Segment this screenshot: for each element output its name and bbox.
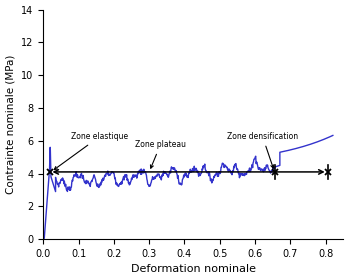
Y-axis label: Contrainte nominale (MPa): Contrainte nominale (MPa) xyxy=(6,55,16,194)
Text: Zone densification: Zone densification xyxy=(227,132,298,168)
X-axis label: Deformation nominale: Deformation nominale xyxy=(131,264,256,274)
Text: Zone elastique: Zone elastique xyxy=(54,132,128,170)
Text: Zone plateau: Zone plateau xyxy=(135,140,186,168)
